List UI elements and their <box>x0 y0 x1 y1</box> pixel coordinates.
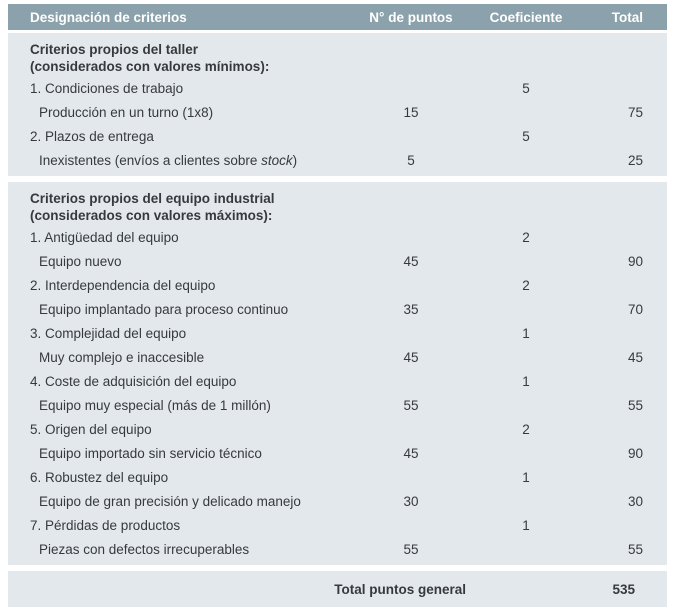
criteria-label: 6. Robustez del equipo <box>30 469 169 485</box>
criteria-row: 4. Coste de adquisición del equipo 1 <box>8 369 667 393</box>
points-cell: 45 <box>403 349 419 365</box>
coefficient-cell: 2 <box>522 277 530 293</box>
subcriteria-row: Equipo de gran precisión y delicado mane… <box>8 489 667 513</box>
section-heading: Criterios propios del taller (considerad… <box>8 33 667 76</box>
criteria-row: 2. Interdependencia del equipo 2 <box>8 273 667 297</box>
subcriteria-row: Equipo implantado para proceso continuo … <box>8 297 667 321</box>
total-cell: 90 <box>627 253 643 269</box>
section-heading-line2: (considerados con valores mínimos): <box>30 59 270 74</box>
section-taller: Criterios propios del taller (considerad… <box>8 33 667 176</box>
coefficient-cell: 5 <box>522 80 530 96</box>
criteria-label: Equipo muy especial (más de 1 millón) <box>39 397 271 413</box>
criteria-label: Equipo implantado para proceso continuo <box>39 301 289 317</box>
section-heading-line2: (considerados con valores máximos): <box>30 208 273 223</box>
criteria-row: 2. Plazos de entrega 5 <box>8 124 667 148</box>
grand-total-label: Total puntos general <box>334 581 466 597</box>
subcriteria-row: Equipo importado sin servicio técnico 45… <box>8 441 667 465</box>
coefficient-cell: 1 <box>522 373 530 389</box>
criteria-label: Equipo de gran precisión y delicado mane… <box>39 493 301 509</box>
criteria-row: 7. Pérdidas de productos 1 <box>8 513 667 537</box>
label-text: Inexistentes (envíos a clientes sobre <box>39 152 262 168</box>
total-cell: 75 <box>627 104 643 120</box>
total-cell: 45 <box>627 349 643 365</box>
grand-total-value: 535 <box>612 581 635 597</box>
column-header-total: Total <box>611 9 643 25</box>
column-header-coeficiente: Coeficiente <box>489 9 563 25</box>
criteria-label: Piezas con defectos irrecuperables <box>39 541 250 557</box>
criteria-label: 7. Pérdidas de productos <box>30 517 181 533</box>
criteria-label: Equipo nuevo <box>39 253 122 269</box>
subcriteria-row: Piezas con defectos irrecuperables 55 55 <box>8 537 667 561</box>
criteria-label: Muy complejo e inaccesible <box>39 349 205 365</box>
label-text: ) <box>292 152 298 168</box>
total-cell: 30 <box>627 493 643 509</box>
table-header: Designación de criterios N° de puntos Co… <box>8 4 667 30</box>
points-cell: 35 <box>403 301 419 317</box>
coefficient-cell: 1 <box>522 469 530 485</box>
criteria-label: 5. Origen del equipo <box>30 421 152 437</box>
criteria-label: 1. Antigüedad del equipo <box>30 229 179 245</box>
points-cell: 55 <box>403 397 419 413</box>
subcriteria-row: Inexistentes (envíos a clientes sobre st… <box>8 148 667 172</box>
section-equipo-industrial: Criterios propios del equipo industrial … <box>8 182 667 565</box>
criteria-row: 5. Origen del equipo 2 <box>8 417 667 441</box>
coefficient-cell: 1 <box>522 517 530 533</box>
section-heading: Criterios propios del equipo industrial … <box>8 182 667 225</box>
section-heading-line1: Criterios propios del equipo industrial <box>30 191 275 206</box>
criteria-row: 1. Antigüedad del equipo 2 <box>8 225 667 249</box>
coefficient-cell: 1 <box>522 325 530 341</box>
label-italic-text: stock <box>261 152 293 168</box>
criteria-label: 4. Coste de adquisición del equipo <box>30 373 237 389</box>
points-cell: 15 <box>403 104 419 120</box>
criteria-label: Inexistentes (envíos a clientes sobre st… <box>8 153 356 168</box>
section-heading-line1: Criterios propios del taller <box>30 42 199 57</box>
total-cell: 70 <box>627 301 643 317</box>
subcriteria-row: Producción en un turno (1x8) 15 75 <box>8 100 667 124</box>
points-cell: 30 <box>403 493 419 509</box>
coefficient-cell: 2 <box>522 229 530 245</box>
total-cell: 55 <box>627 541 643 557</box>
criteria-label: Equipo importado sin servicio técnico <box>39 445 262 461</box>
column-header-puntos: N° de puntos <box>369 9 453 25</box>
total-cell: 90 <box>627 445 643 461</box>
criteria-label: Producción en un turno (1x8) <box>39 104 214 120</box>
criteria-label: 2. Plazos de entrega <box>30 128 154 144</box>
points-cell: 5 <box>407 152 415 168</box>
total-cell: 25 <box>627 152 643 168</box>
coefficient-cell: 2 <box>522 421 530 437</box>
total-cell: 55 <box>627 397 643 413</box>
subcriteria-row: Equipo muy especial (más de 1 millón) 55… <box>8 393 667 417</box>
criteria-label: 1. Condiciones de trabajo <box>30 80 184 96</box>
subcriteria-row: Muy complejo e inaccesible 45 45 <box>8 345 667 369</box>
criteria-row: 3. Complejidad del equipo 1 <box>8 321 667 345</box>
criteria-row: 6. Robustez del equipo 1 <box>8 465 667 489</box>
points-cell: 45 <box>403 445 419 461</box>
criteria-row: 1. Condiciones de trabajo 5 <box>8 76 667 100</box>
points-cell: 55 <box>403 541 419 557</box>
coefficient-cell: 5 <box>522 128 530 144</box>
table-footer: Total puntos general 535 <box>8 571 667 607</box>
column-header-designacion: Designación de criterios <box>30 9 187 25</box>
points-cell: 45 <box>403 253 419 269</box>
criteria-label: 3. Complejidad del equipo <box>30 325 187 341</box>
subcriteria-row: Equipo nuevo 45 90 <box>8 249 667 273</box>
criteria-label: 2. Interdependencia del equipo <box>30 277 216 293</box>
